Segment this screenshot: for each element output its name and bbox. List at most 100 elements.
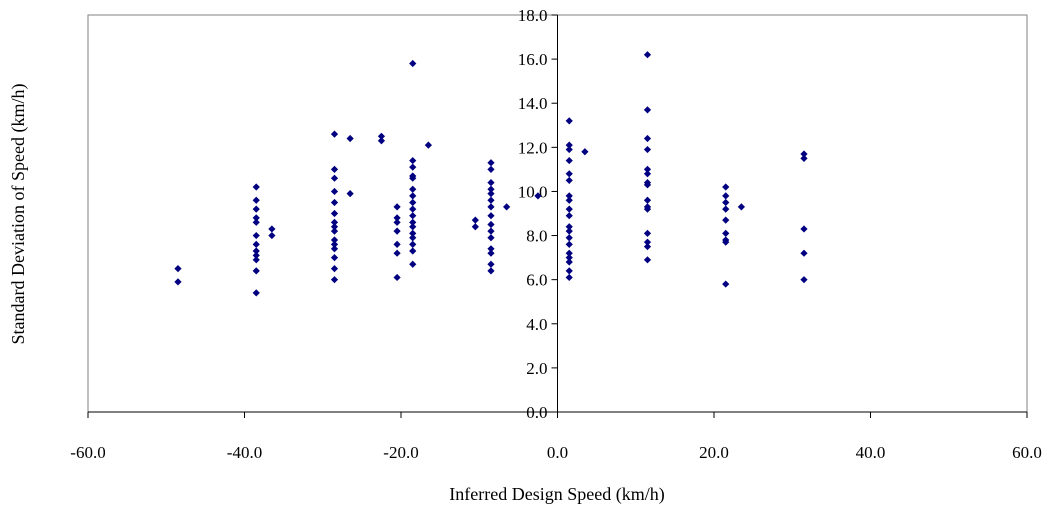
data-point (487, 234, 495, 242)
data-point (565, 227, 573, 235)
data-point (252, 251, 260, 260)
data-point (330, 223, 339, 231)
data-point (800, 249, 808, 257)
data-point (330, 276, 339, 284)
data-point (487, 203, 495, 211)
data-point (252, 205, 260, 213)
data-point (252, 267, 260, 275)
data-point (330, 265, 339, 273)
data-points (174, 51, 808, 297)
data-point (487, 179, 495, 187)
y-axis-ticks: 0.0 2.0 4.0 6.0 8.0 10.0 12.0 14.0 16.0 18.0 (518, 6, 558, 422)
data-point (565, 240, 573, 248)
data-point (409, 212, 417, 220)
data-point (643, 229, 652, 237)
data-point (800, 154, 808, 162)
data-point (252, 256, 260, 264)
data-point (393, 249, 401, 257)
data-point (330, 165, 339, 173)
data-point (409, 218, 417, 226)
y-tick-label: 10.0 (518, 182, 548, 201)
data-point (643, 106, 652, 114)
data-point (409, 59, 417, 68)
x-tick-label: -60.0 (70, 443, 105, 462)
data-point (722, 183, 730, 191)
data-point (565, 223, 573, 231)
data-point (409, 156, 417, 165)
data-point (487, 249, 495, 257)
data-point (268, 231, 276, 240)
data-point (565, 205, 573, 213)
data-point (330, 130, 339, 138)
y-tick-label: 12.0 (518, 138, 548, 157)
data-point (565, 145, 573, 154)
data-point (409, 229, 417, 237)
data-point (487, 159, 495, 167)
data-point (565, 141, 573, 149)
data-point (487, 267, 495, 275)
data-point (643, 238, 652, 246)
data-point (581, 148, 589, 156)
data-point (643, 51, 652, 59)
data-point (643, 242, 652, 251)
data-point (252, 196, 260, 204)
data-point (330, 254, 339, 262)
data-point (800, 225, 808, 233)
data-point (565, 249, 573, 257)
data-point (377, 137, 386, 145)
data-point (409, 174, 417, 182)
data-point (534, 192, 542, 200)
y-tick-label: 18.0 (518, 6, 548, 25)
data-point (487, 165, 495, 173)
data-point (565, 196, 573, 204)
y-tick-label: 2.0 (526, 359, 547, 378)
data-point (252, 214, 260, 222)
y-axis-title: Standard Deviation of Speed (km/h) (8, 84, 29, 345)
data-point (471, 223, 479, 231)
data-point (409, 205, 417, 213)
data-point (487, 227, 495, 235)
x-tick-label: 20.0 (699, 443, 729, 462)
data-point (346, 190, 354, 198)
data-point (393, 214, 401, 222)
data-point (330, 209, 339, 218)
data-point (503, 203, 511, 211)
data-point (722, 229, 730, 237)
data-point (565, 234, 573, 242)
data-point (643, 196, 652, 204)
x-tick-label: -20.0 (383, 443, 418, 462)
data-point (409, 192, 417, 200)
data-point (643, 170, 652, 178)
data-point (174, 265, 182, 273)
data-point (393, 203, 401, 211)
data-point (565, 176, 573, 185)
data-point (409, 247, 417, 255)
data-point (252, 289, 260, 297)
x-tick-label: 0.0 (547, 443, 568, 462)
y-tick-label: 8.0 (526, 227, 547, 246)
y-tick-label: 0.0 (526, 403, 547, 422)
data-point (377, 132, 386, 140)
x-tick-label: 60.0 (1012, 443, 1042, 462)
data-point (722, 238, 730, 246)
data-point (424, 141, 432, 149)
y-tick-label: 14.0 (518, 94, 548, 113)
data-point (409, 240, 417, 248)
data-point (409, 185, 417, 193)
data-point (409, 234, 417, 242)
data-point (643, 134, 652, 143)
data-point (268, 225, 276, 233)
x-axis-title: Inferred Design Speed (km/h) (449, 484, 664, 505)
data-point (722, 192, 730, 200)
x-tick-label: -40.0 (227, 443, 262, 462)
data-point (393, 240, 401, 248)
data-point (565, 273, 573, 282)
data-point (487, 245, 495, 253)
data-point (565, 258, 573, 266)
data-point (471, 216, 479, 224)
data-point (409, 223, 417, 231)
data-point (643, 145, 652, 154)
y-tick-label: 4.0 (526, 315, 547, 334)
data-point (565, 254, 573, 262)
